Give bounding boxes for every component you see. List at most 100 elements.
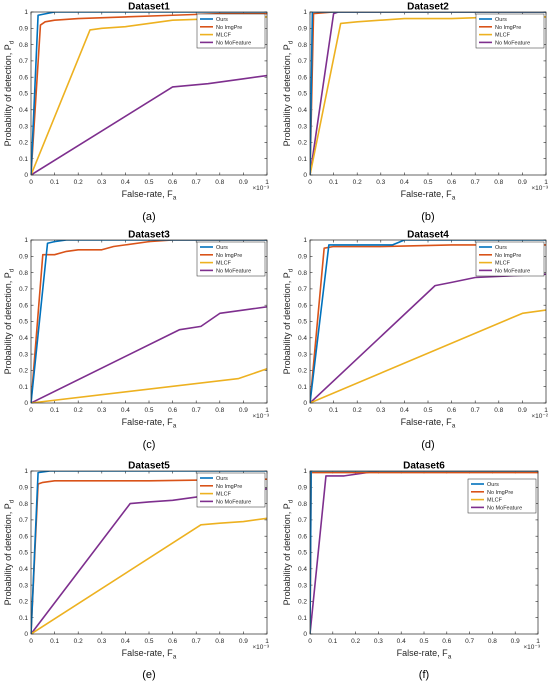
panel-caption: (b)	[421, 211, 434, 223]
y-tick-label: 0.3	[298, 123, 307, 130]
x-tick-label: 0.7	[192, 638, 201, 645]
panel-caption: (a)	[142, 211, 155, 223]
y-tick-label: 0.3	[298, 351, 307, 358]
y-tick-label: 0.6	[298, 302, 307, 309]
y-tick-label: 0.2	[298, 140, 307, 147]
x-tick-label: 0.8	[215, 407, 224, 414]
legend-entry-label: No MoFeature	[495, 268, 530, 274]
chart-title: Dataset1	[128, 2, 170, 13]
y-tick-label: 0.2	[19, 368, 28, 375]
y-tick-label: 0.1	[19, 615, 28, 622]
y-axis-label: Probability of detection, Pd	[3, 268, 16, 374]
legend-entry-label: No MoFeature	[216, 499, 251, 505]
axes-box	[30, 11, 268, 176]
y-tick-label: 0.2	[19, 140, 28, 147]
y-tick-label: 0.2	[298, 599, 307, 606]
legend-entry-label: No ImgPre	[216, 484, 242, 490]
legend-entry-label: MLCF	[495, 261, 511, 267]
x-tick-label: 0.2	[74, 638, 83, 645]
x-tick-label: 0.6	[442, 638, 451, 645]
y-axis-label-sub: d	[9, 40, 16, 44]
y-tick-label: 1	[303, 237, 307, 244]
x-tick-label: 0.9	[239, 179, 248, 186]
y-tick-label: 0.9	[298, 485, 307, 492]
x-tick-label: 0	[29, 638, 33, 645]
x-exponent-label: ×10⁻³	[252, 413, 269, 420]
chart-panel-3: 0 0.1 0.2 0.3 0.4 0.5 0.6 0.7 0.8 0.9 1 0 0.1 0.2 0.3 0…	[3, 230, 270, 452]
y-tick-label: 0.4	[298, 335, 307, 342]
x-tick-label: 0.3	[97, 638, 106, 645]
y-tick-label: 0.3	[19, 582, 28, 589]
chart-panel-2: 0 0.1 0.2 0.3 0.4 0.5 0.6 0.7 0.8 0.9 1 0 0.1 0.2 0.3 0…	[282, 2, 549, 224]
legend-entry-label: No ImgPre	[495, 253, 521, 259]
legend-entry-label: Ours	[487, 482, 499, 488]
y-tick-label: 0.5	[298, 91, 307, 98]
y-tick-label: 1	[303, 468, 307, 475]
y-tick-label: 0.9	[298, 26, 307, 33]
x-tick-label: 0.2	[74, 407, 83, 414]
series-line-ours	[310, 471, 538, 634]
x-tick-label: 0.8	[215, 638, 224, 645]
x-tick-label: 0.5	[144, 407, 153, 414]
y-tick-label: 0.1	[298, 384, 307, 391]
x-tick-label: 1	[536, 638, 540, 645]
y-tick-label: 0.5	[298, 550, 307, 557]
y-tick-label: 0.9	[298, 254, 307, 261]
series-line-ours	[31, 240, 267, 403]
x-axis-label: False-rate, Fa	[397, 648, 452, 661]
y-tick-label: 0.2	[19, 599, 28, 606]
y-axis-label: Probability of detection, Pd	[282, 40, 295, 146]
legend-entry-label: MLCF	[216, 33, 232, 39]
legend-entry-label: No MoFeature	[487, 505, 522, 511]
x-tick-label: 1	[265, 638, 269, 645]
x-tick-label: 0.7	[192, 407, 201, 414]
y-axis-label-sub: d	[9, 268, 16, 272]
x-tick-label: 0.3	[376, 407, 385, 414]
chart-title: Dataset3	[128, 230, 170, 241]
y-tick-label: 0.7	[19, 58, 28, 65]
series-line-no-mofeature	[31, 306, 267, 403]
panel-caption: (e)	[142, 669, 155, 681]
x-tick-label: 0.6	[168, 638, 177, 645]
x-tick-label: 0.4	[397, 638, 406, 645]
y-tick-label: 0	[303, 400, 307, 407]
y-tick-label: 0.8	[19, 501, 28, 508]
y-tick-label: 0.5	[19, 319, 28, 326]
chart-panel-5: 0 0.1 0.2 0.3 0.4 0.5 0.6 0.7 0.8 0.9 1 0 0.1 0.2 0.3 0…	[3, 461, 270, 682]
y-tick-label: 0.8	[298, 501, 307, 508]
legend-entry-label: No ImgPre	[487, 490, 513, 496]
x-tick-label: 0	[308, 179, 312, 186]
x-tick-label: 0.5	[423, 179, 432, 186]
legend-entry-label: MLCF	[216, 492, 232, 498]
y-tick-label: 0.4	[298, 107, 307, 114]
axes-box	[30, 470, 268, 635]
axes-box	[309, 11, 547, 176]
y-axis-label: Probability of detection, Pd	[282, 268, 295, 374]
y-tick-label: 0.4	[19, 107, 28, 114]
y-tick-label: 0.7	[298, 286, 307, 293]
x-tick-label: 0.1	[50, 407, 59, 414]
y-tick-label: 1	[24, 237, 28, 244]
legend-entry-label: No MoFeature	[216, 268, 251, 274]
x-axis-label: False-rate, Fa	[122, 189, 177, 202]
x-tick-label: 0.4	[121, 638, 130, 645]
y-tick-label: 0.7	[298, 517, 307, 524]
x-tick-label: 1	[265, 407, 269, 414]
x-tick-label: 0.6	[447, 407, 456, 414]
x-axis-label-sub: a	[452, 423, 456, 430]
series-line-ours	[31, 471, 267, 634]
x-tick-label: 0.7	[471, 407, 480, 414]
x-tick-label: 0.9	[518, 179, 527, 186]
y-tick-label: 0.6	[19, 74, 28, 81]
x-tick-label: 0.8	[494, 407, 503, 414]
x-tick-label: 0	[29, 407, 33, 414]
chart-panel-1: 0 0.1 0.2 0.3 0.4 0.5 0.6 0.7 0.8 0.9 1 0 0.1 0.2 0.3 0…	[3, 2, 270, 224]
x-tick-label: 0.3	[97, 407, 106, 414]
axes-box	[309, 239, 547, 404]
chart-title: Dataset4	[407, 230, 449, 241]
chart-title: Dataset5	[128, 461, 170, 472]
x-tick-label: 0.3	[374, 638, 383, 645]
